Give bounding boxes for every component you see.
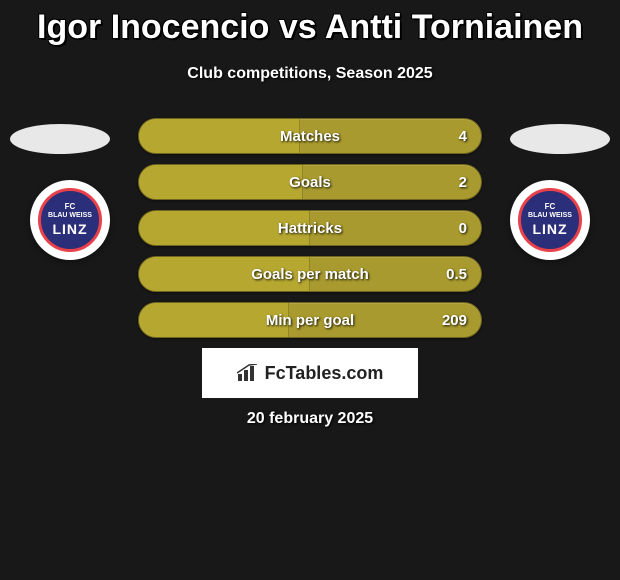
stat-label: Matches — [139, 119, 481, 153]
date-label: 20 february 2025 — [0, 410, 620, 428]
club-bw-text: BLAU WEISS — [528, 212, 572, 220]
stat-right-value: 2 — [445, 165, 481, 199]
bar-chart-icon — [237, 364, 259, 382]
club-bw-text: BLAU WEISS — [48, 212, 92, 220]
branding-banner[interactable]: FcTables.com — [202, 348, 418, 398]
page-title: Igor Inocencio vs Antti Torniainen — [0, 0, 620, 47]
stat-row-goals-per-match: Goals per match 0.5 — [138, 256, 482, 292]
stat-row-min-per-goal: Min per goal 209 — [138, 302, 482, 338]
club-badge-left: FC BLAU WEISS LINZ — [30, 180, 110, 260]
subtitle: Club competitions, Season 2025 — [0, 65, 620, 83]
stat-right-value: 0 — [445, 211, 481, 245]
stat-right-value: 0.5 — [432, 257, 481, 291]
club-fc-text: FC — [65, 203, 76, 212]
stat-label: Goals — [139, 165, 481, 199]
stat-label: Goals per match — [139, 257, 481, 291]
stat-right-value: 4 — [445, 119, 481, 153]
club-badge-right: FC BLAU WEISS LINZ — [510, 180, 590, 260]
stat-row-matches: Matches 4 — [138, 118, 482, 154]
branding-text: FcTables.com — [265, 363, 384, 384]
stats-container: Matches 4 Goals 2 Hattricks 0 Goals per … — [138, 118, 482, 348]
club-linz-text: LINZ — [52, 222, 87, 237]
player-photo-right — [510, 124, 610, 154]
stat-right-value: 209 — [428, 303, 481, 337]
club-linz-text: LINZ — [532, 222, 567, 237]
stat-row-hattricks: Hattricks 0 — [138, 210, 482, 246]
stat-label: Hattricks — [139, 211, 481, 245]
stat-row-goals: Goals 2 — [138, 164, 482, 200]
player-photo-left — [10, 124, 110, 154]
club-fc-text: FC — [545, 203, 556, 212]
